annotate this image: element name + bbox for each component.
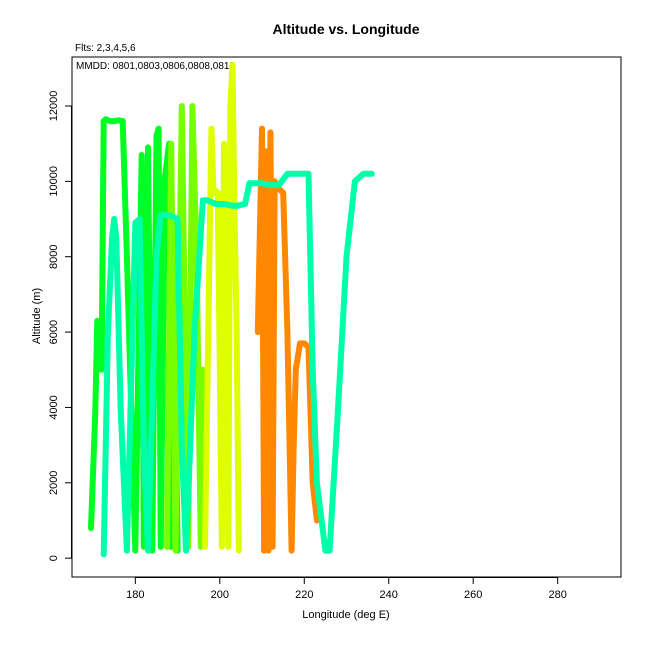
x-tick-label: 240 [380, 589, 398, 601]
x-axis: 180 200 220 240 260 280 [126, 577, 567, 601]
x-tick-label: 220 [295, 589, 313, 601]
series-line-4 [254, 125, 320, 554]
y-axis-label: Altitude (m) [31, 288, 43, 344]
y-tick-label: 4000 [48, 395, 60, 419]
y-tick-label: 12000 [48, 91, 60, 122]
x-axis-label: Longitude (deg E) [302, 609, 389, 621]
y-tick-label: 0 [48, 555, 60, 561]
x-tick-label: 180 [126, 589, 144, 601]
x-tick-label: 200 [211, 589, 229, 601]
y-tick-label: 6000 [48, 320, 60, 344]
series-line-1 [88, 116, 181, 554]
x-tick-label: 280 [548, 589, 566, 601]
chart-legend-note: MMDD: 0801,0803,0806,0808,0812 [76, 61, 235, 72]
series-line-5 [100, 170, 375, 558]
chart-subtitle: Flts: 2,3,4,5,6 [75, 43, 136, 54]
chart-title: Altitude vs. Longitude [273, 21, 420, 37]
x-tick-label: 260 [464, 589, 482, 601]
y-axis: 0 2000 4000 6000 8000 10000 12000 [48, 91, 72, 561]
series-line-2 [164, 103, 206, 554]
series-layer [88, 61, 375, 558]
y-tick-label: 10000 [48, 166, 60, 197]
y-tick-label: 2000 [48, 471, 60, 495]
y-tick-label: 8000 [48, 244, 60, 268]
series-line-3 [202, 61, 242, 554]
